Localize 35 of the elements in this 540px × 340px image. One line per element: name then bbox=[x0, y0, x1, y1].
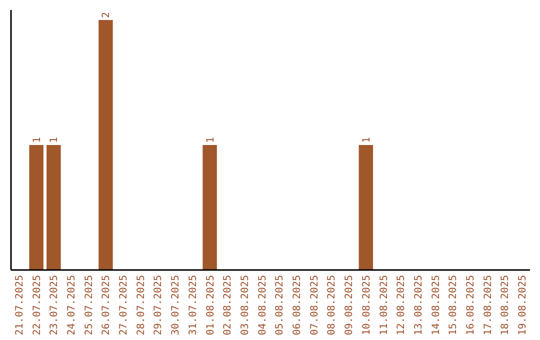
x-tick-label: 06.08.2025 bbox=[292, 275, 304, 336]
x-tick-label: 31.07.2025 bbox=[188, 275, 199, 336]
x-tick-label: 26.07.2025 bbox=[101, 275, 112, 336]
x-tick-label: 18.08.2025 bbox=[500, 275, 512, 336]
x-tick-label: 17.08.2025 bbox=[482, 275, 494, 336]
data-label: 2 bbox=[101, 12, 112, 18]
x-tick-label: 08.08.2025 bbox=[326, 275, 338, 336]
x-tick-label: 23.07.2025 bbox=[49, 275, 60, 336]
x-tick-label: 13.08.2025 bbox=[413, 275, 424, 336]
x-tick-label: 05.08.2025 bbox=[274, 275, 286, 336]
x-tick-label: 25.07.2025 bbox=[84, 275, 95, 336]
x-tick-label: 10.08.2025 bbox=[361, 275, 372, 336]
data-label: 1 bbox=[205, 136, 216, 143]
x-tick-label: 22.07.2025 bbox=[32, 275, 43, 336]
x-tick-label: 15.08.2025 bbox=[448, 275, 460, 336]
x-tick-label: 04.08.2025 bbox=[257, 275, 268, 336]
x-tick-label: 07.08.2025 bbox=[309, 275, 320, 336]
x-tick-label: 03.08.2025 bbox=[240, 275, 251, 336]
x-tick-label: 29.07.2025 bbox=[153, 275, 164, 336]
x-tick-label: 19.08.2025 bbox=[518, 275, 529, 336]
x-tick-label: 28.07.2025 bbox=[136, 275, 147, 336]
x-tick-label: 02.08.2025 bbox=[222, 275, 234, 336]
x-tick-label: 21.07.2025 bbox=[14, 275, 26, 336]
x-tick-label: 12.08.2025 bbox=[396, 275, 408, 336]
x-tick-label: 11.08.2025 bbox=[378, 275, 390, 336]
x-tick-label: 24.07.2025 bbox=[66, 275, 78, 336]
data-label: 1 bbox=[49, 136, 60, 143]
x-tick-label: 14.08.2025 bbox=[430, 275, 442, 336]
x-tick-label: 30.07.2025 bbox=[170, 275, 182, 336]
data-label: 1 bbox=[361, 136, 372, 143]
x-tick-label: 09.08.2025 bbox=[344, 275, 356, 336]
data-label: 1 bbox=[32, 136, 43, 143]
x-tick-label: 16.08.2025 bbox=[465, 275, 476, 336]
x-tick-label: 01.08.2025 bbox=[205, 275, 216, 336]
x-tick-label: 27.07.2025 bbox=[118, 275, 130, 336]
